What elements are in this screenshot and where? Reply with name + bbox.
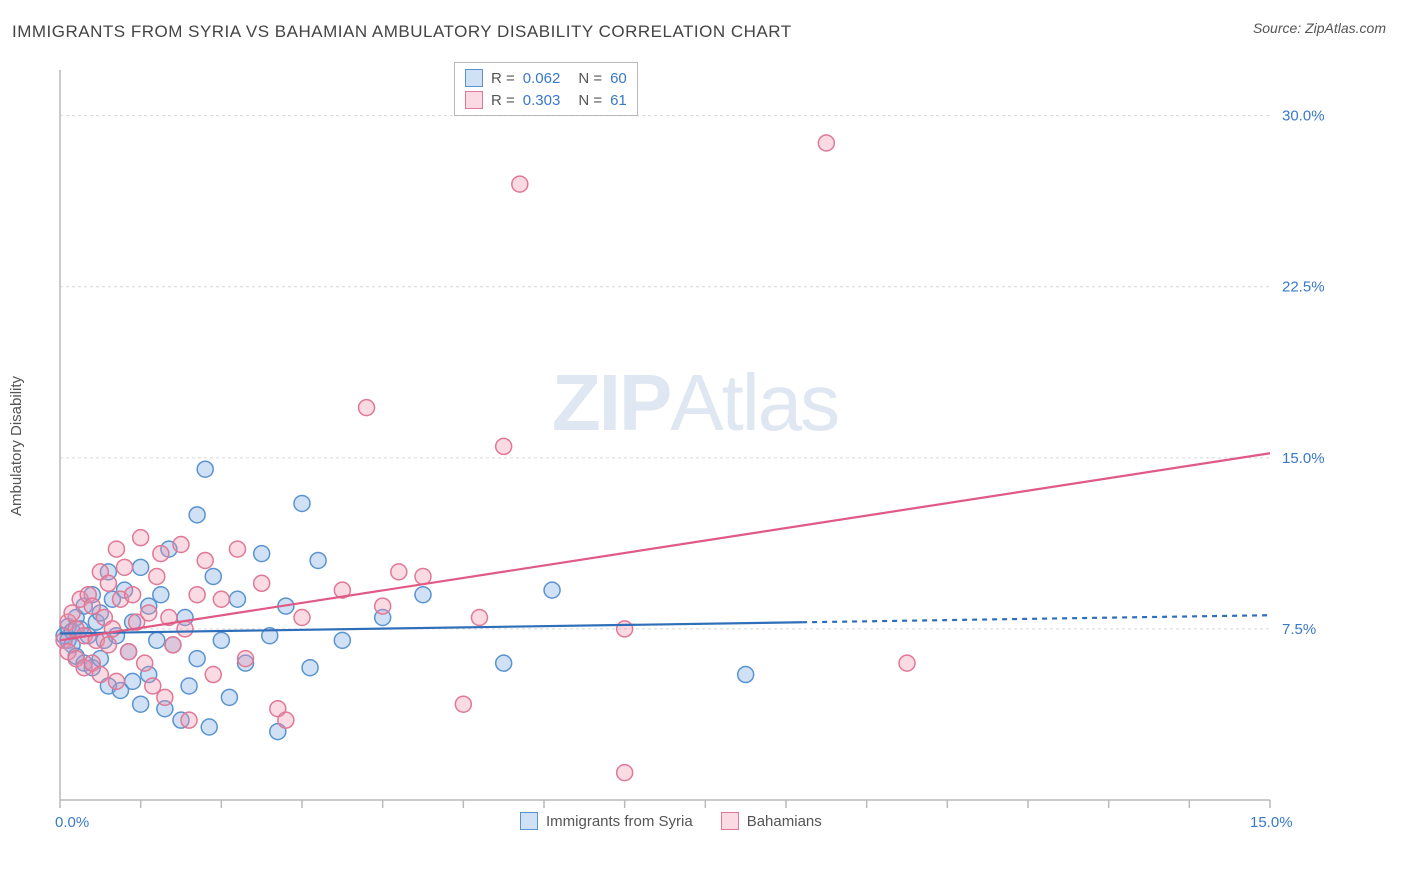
data-point — [617, 621, 633, 637]
source-attribution: Source: ZipAtlas.com — [1253, 20, 1386, 36]
legend-item: Immigrants from Syria — [520, 812, 693, 830]
data-point — [100, 637, 116, 653]
legend-n-label: N = — [578, 70, 602, 87]
data-point — [165, 637, 181, 653]
data-point — [137, 655, 153, 671]
data-point — [544, 582, 560, 598]
data-point — [471, 610, 487, 626]
data-point — [512, 176, 528, 192]
data-point — [205, 667, 221, 683]
data-point — [213, 591, 229, 607]
data-point — [294, 495, 310, 511]
correlation-legend: R = 0.062 N = 60 R = 0.303 N = 61 — [454, 62, 638, 116]
data-point — [173, 537, 189, 553]
legend-n-label: N = — [578, 92, 602, 109]
data-point — [92, 667, 108, 683]
data-point — [617, 765, 633, 781]
data-point — [121, 644, 137, 660]
plot-area: ZIPAtlas 7.5%15.0%22.5%30.0% — [50, 60, 1340, 840]
data-point — [201, 719, 217, 735]
legend-n-value: 61 — [610, 92, 627, 109]
data-point — [117, 559, 133, 575]
data-point — [133, 696, 149, 712]
data-point — [455, 696, 471, 712]
data-point — [181, 678, 197, 694]
data-point — [254, 546, 270, 562]
data-point — [415, 568, 431, 584]
data-point — [899, 655, 915, 671]
legend-swatch — [465, 91, 483, 109]
data-point — [177, 621, 193, 637]
data-point — [149, 632, 165, 648]
data-point — [818, 135, 834, 151]
legend-item: Bahamians — [721, 812, 822, 830]
series-legend: Immigrants from Syria Bahamians — [520, 812, 822, 830]
legend-r-value: 0.303 — [523, 92, 561, 109]
legend-r-label: R = — [491, 92, 515, 109]
data-point — [229, 541, 245, 557]
data-point — [189, 587, 205, 603]
data-point — [334, 632, 350, 648]
legend-swatch — [465, 69, 483, 87]
data-point — [415, 587, 431, 603]
data-point — [125, 587, 141, 603]
data-point — [133, 530, 149, 546]
data-point — [254, 575, 270, 591]
chart-title: IMMIGRANTS FROM SYRIA VS BAHAMIAN AMBULA… — [12, 22, 792, 42]
legend-row: R = 0.062 N = 60 — [465, 67, 627, 89]
data-point — [375, 598, 391, 614]
legend-r-label: R = — [491, 70, 515, 87]
data-point — [496, 655, 512, 671]
legend-n-value: 60 — [610, 70, 627, 87]
data-point — [153, 546, 169, 562]
data-point — [294, 610, 310, 626]
data-point — [229, 591, 245, 607]
data-point — [391, 564, 407, 580]
data-point — [104, 621, 120, 637]
y-tick-label: 30.0% — [1282, 108, 1325, 125]
data-point — [238, 651, 254, 667]
data-point — [189, 651, 205, 667]
legend-r-value: 0.062 — [523, 70, 561, 87]
data-point — [100, 575, 116, 591]
legend-label: Immigrants from Syria — [546, 813, 693, 830]
data-point — [221, 689, 237, 705]
trend-line-extrapolated — [802, 615, 1270, 622]
legend-row: R = 0.303 N = 61 — [465, 89, 627, 111]
data-point — [149, 568, 165, 584]
data-point — [189, 507, 205, 523]
data-point — [359, 400, 375, 416]
scatter-chart: 7.5% 15.0% 22.5% 30.0% — [50, 60, 1340, 840]
legend-label: Bahamians — [747, 813, 822, 830]
data-point — [153, 587, 169, 603]
legend-swatch — [520, 812, 538, 830]
data-point — [302, 660, 318, 676]
y-tick-label: 15.0% — [1282, 450, 1325, 467]
x-axis-min-label: 0.0% — [55, 814, 89, 831]
data-point — [108, 673, 124, 689]
data-point — [141, 605, 157, 621]
data-point — [205, 568, 221, 584]
data-point — [197, 552, 213, 568]
data-point — [125, 673, 141, 689]
data-point — [108, 541, 124, 557]
data-point — [157, 689, 173, 705]
y-axis-label: Ambulatory Disability — [8, 376, 25, 516]
data-point — [278, 712, 294, 728]
data-point — [133, 559, 149, 575]
data-point — [310, 552, 326, 568]
data-point — [181, 712, 197, 728]
x-axis-max-label: 15.0% — [1250, 814, 1293, 831]
data-point — [213, 632, 229, 648]
data-point — [197, 461, 213, 477]
legend-swatch — [721, 812, 739, 830]
data-point — [738, 667, 754, 683]
data-point — [496, 438, 512, 454]
y-tick-label: 22.5% — [1282, 279, 1325, 296]
y-tick-label: 7.5% — [1282, 621, 1316, 638]
